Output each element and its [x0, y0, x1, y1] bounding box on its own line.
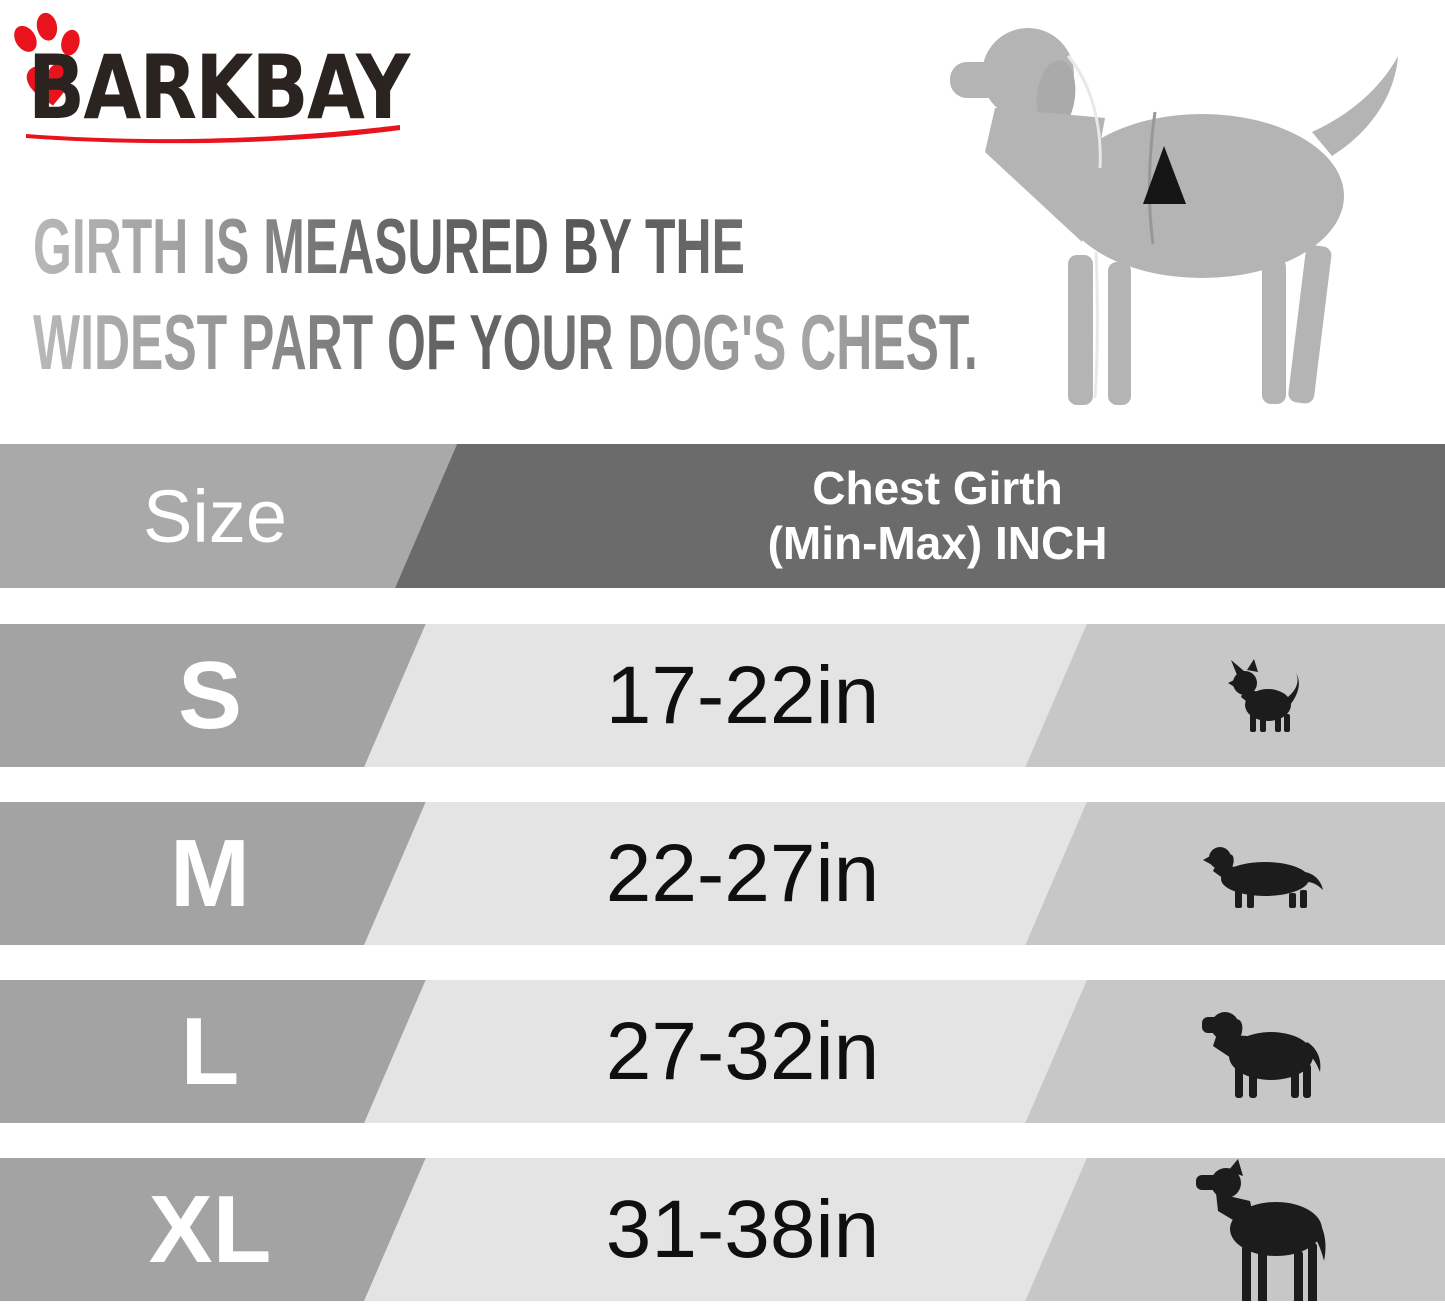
measuring-dog-silhouette-icon: [950, 28, 1398, 405]
labrador-dog-icon: [1201, 1012, 1320, 1098]
table-header-row: Size Chest Girth (Min-Max) INCH: [0, 444, 1445, 588]
chihuahua-dog-icon: [1227, 658, 1299, 732]
size-table: Size Chest Girth (Min-Max) INCH S 17-22i…: [0, 444, 1445, 1307]
girth-value: 27-32in: [605, 1005, 880, 1097]
size-value: S: [177, 641, 243, 749]
size-column-header: Size: [143, 474, 287, 558]
girth-value: 22-27in: [605, 827, 880, 919]
girth-column-header-line2: (Min-Max) INCH: [767, 517, 1108, 569]
table-row-l: L 27-32in: [0, 980, 1445, 1123]
paw-print-icon: [14, 12, 80, 106]
girth-marker-triangle-icon: [1143, 146, 1186, 204]
brand-logo: BARKBAY: [14, 12, 448, 178]
size-value: XL: [148, 1175, 272, 1283]
table-row-xl: XL 31-38in: [0, 1158, 1445, 1301]
headline-line2: WIDEST PART OF YOUR DOG'S CHEST.: [33, 298, 978, 386]
girth-column-header-line1: Chest Girth: [812, 462, 1063, 514]
brand-name: BARKBAY: [28, 36, 410, 139]
dachshund-dog-icon: [1202, 846, 1323, 908]
table-row-m: M 22-27in: [0, 802, 1445, 945]
size-value: L: [180, 997, 240, 1105]
table-row-s: S 17-22in: [0, 624, 1445, 767]
size-value: M: [170, 819, 250, 927]
headline-line1: GIRTH IS MEASURED BY THE: [33, 202, 745, 290]
logo-underline-swoosh: [26, 125, 400, 144]
great-dane-dog-icon: [1195, 1159, 1326, 1301]
girth-value: 31-38in: [605, 1183, 880, 1275]
girth-value: 17-22in: [605, 649, 880, 741]
